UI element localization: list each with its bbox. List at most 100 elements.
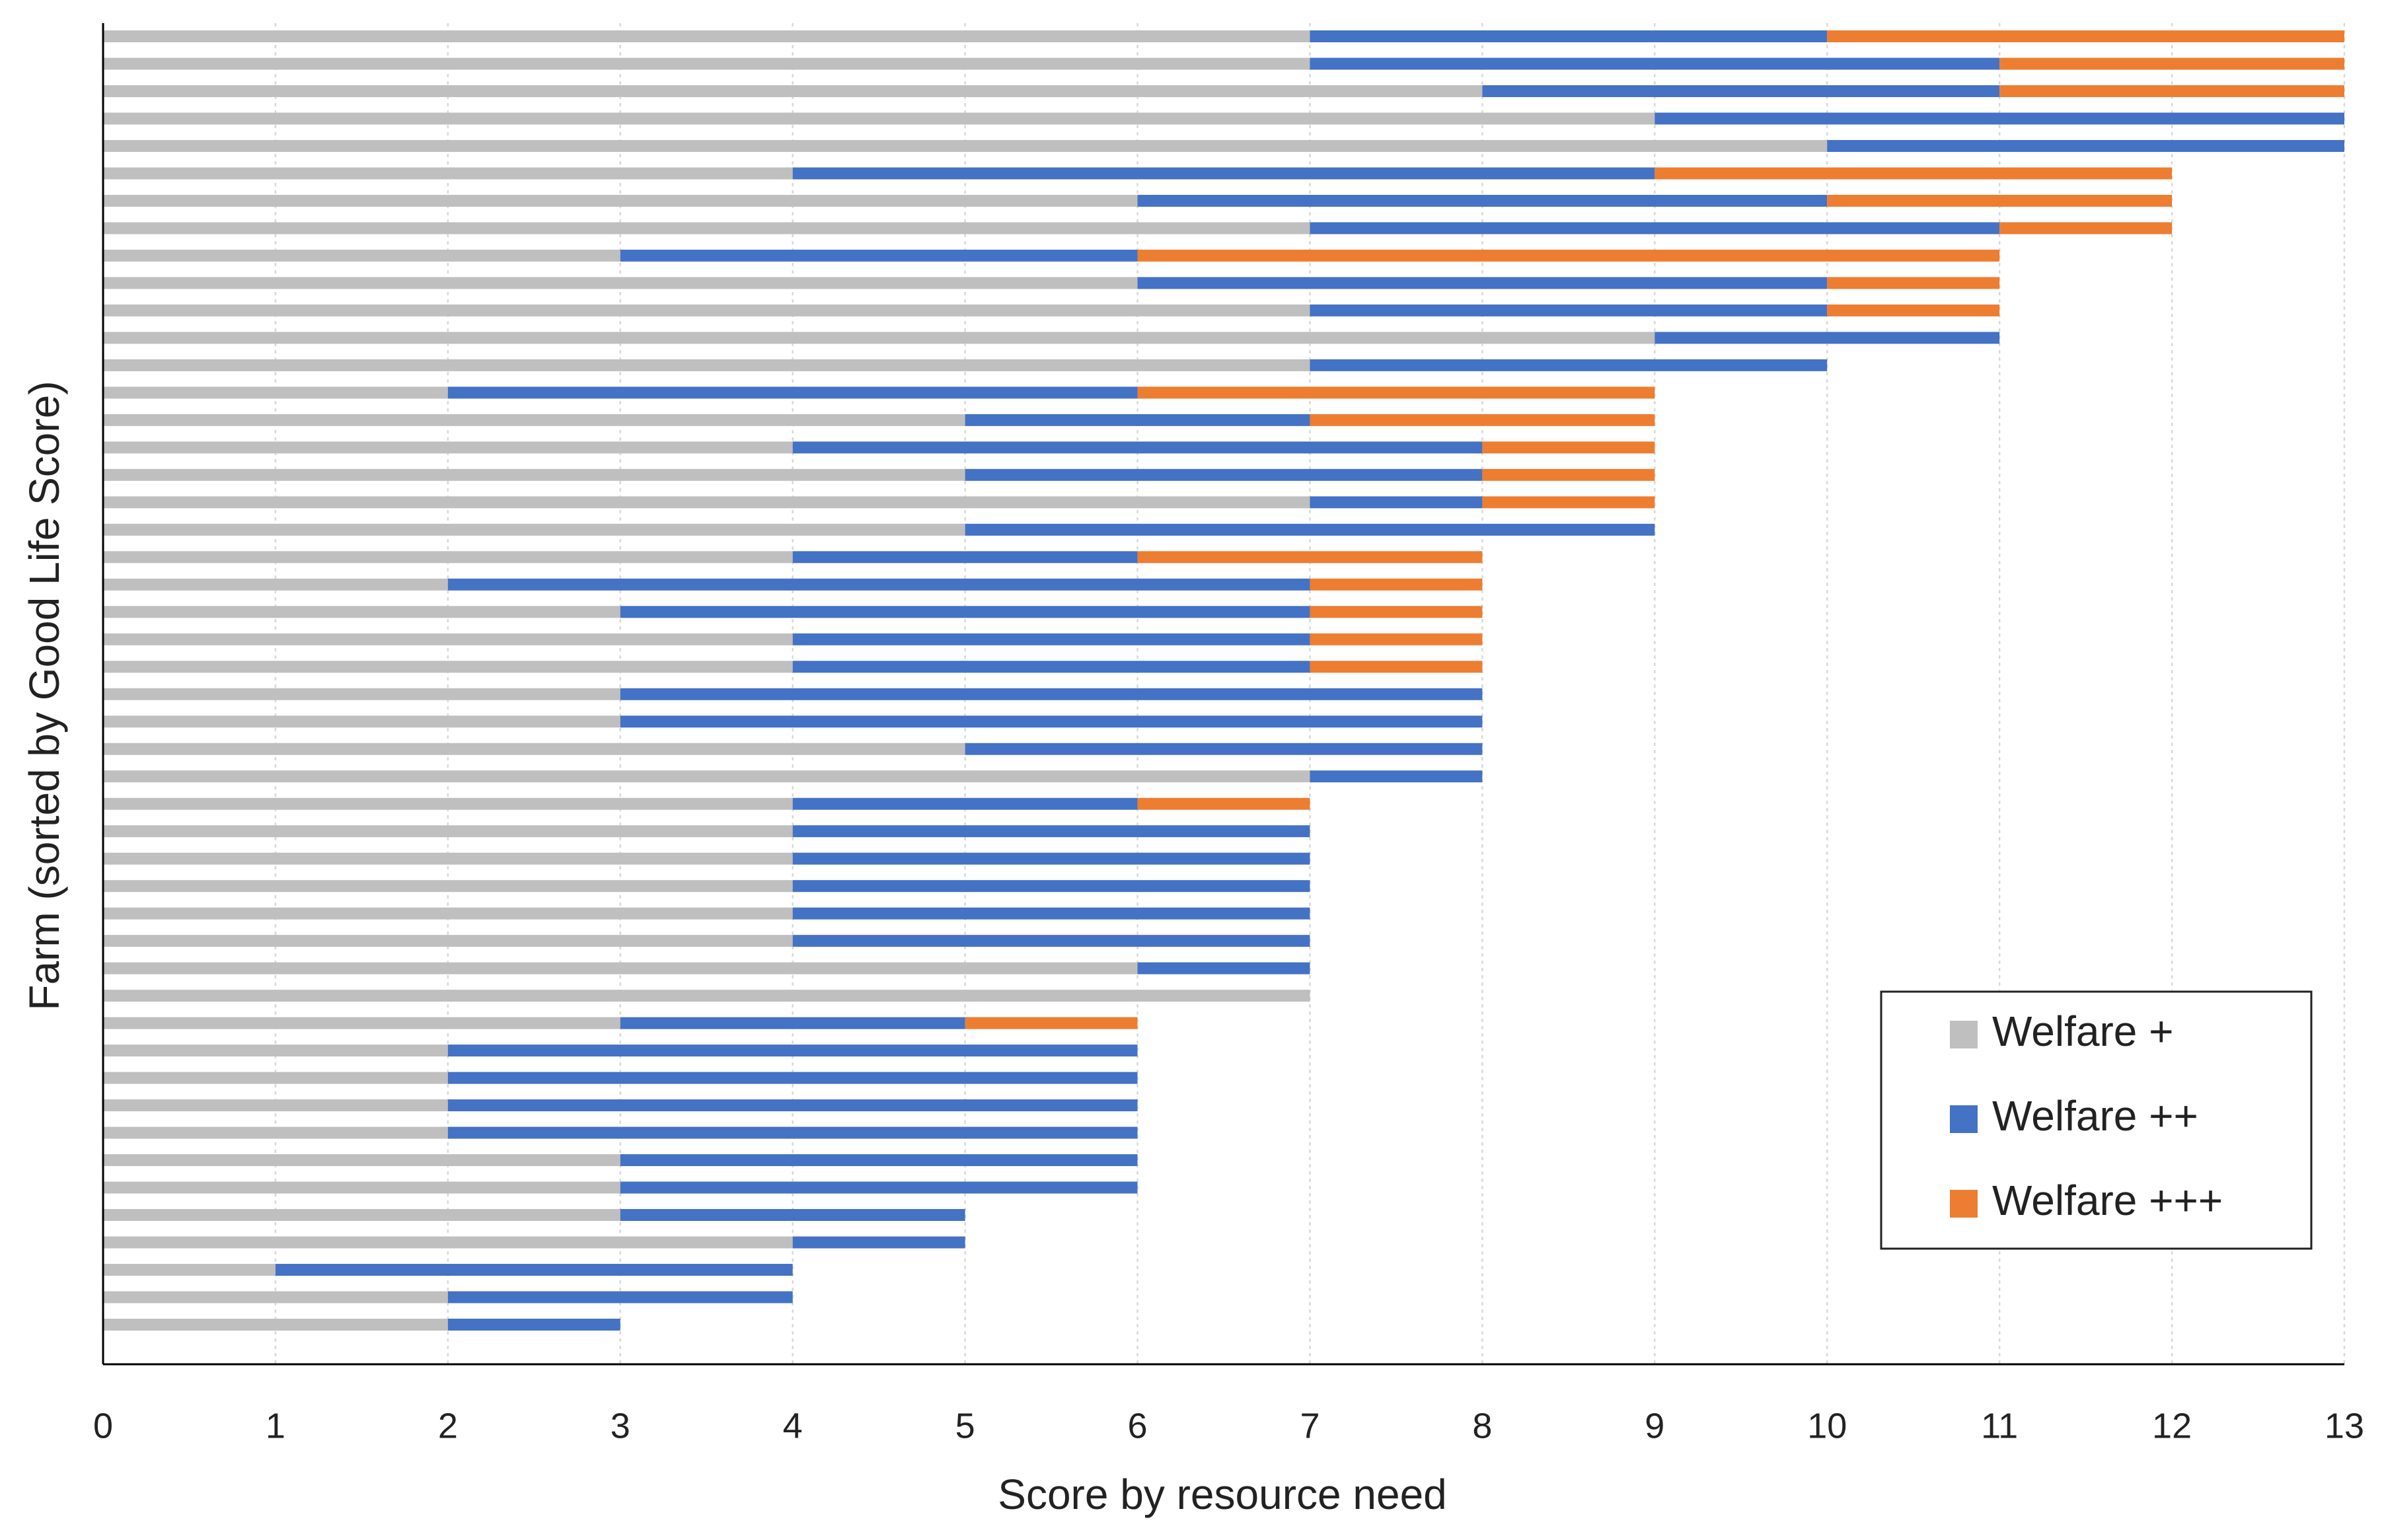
bar-segment xyxy=(1310,414,1655,426)
bar-segment xyxy=(103,1154,620,1167)
bar-segment xyxy=(103,1099,448,1112)
x-tick-label: 5 xyxy=(955,1406,975,1446)
bar-segment xyxy=(1310,304,1828,316)
bar-segment xyxy=(1827,194,2173,207)
bar-segment xyxy=(620,606,1310,618)
bar-segment xyxy=(1310,57,2000,70)
bar-segment xyxy=(103,743,965,755)
x-tick-label: 4 xyxy=(783,1406,803,1446)
bar-segment xyxy=(103,661,793,673)
x-tick-label: 2 xyxy=(438,1406,458,1446)
bar-segment xyxy=(103,194,1138,207)
bar-segment xyxy=(1310,633,1483,645)
bar-segment xyxy=(1310,661,1483,673)
bar-segment xyxy=(103,715,620,728)
x-tick-label: 10 xyxy=(1807,1406,1847,1446)
bar-segment xyxy=(103,962,1138,974)
bar-segment xyxy=(103,30,1310,42)
bar-segment xyxy=(103,57,1310,70)
bar-segment xyxy=(447,1126,1138,1139)
bar-segment xyxy=(1310,496,1483,509)
bar-segment xyxy=(1137,277,1828,289)
bar-segment xyxy=(103,852,793,865)
legend-label: Welfare +++ xyxy=(1992,1177,2223,1224)
bar-segment xyxy=(620,715,1483,728)
bar-segment xyxy=(1999,222,2173,235)
bar-segment xyxy=(792,551,1138,564)
bar-segment xyxy=(103,578,448,591)
bar-segment xyxy=(965,1017,1138,1029)
bar-segment xyxy=(1482,85,2000,97)
bar-segment xyxy=(447,386,1138,399)
bar-segment xyxy=(103,1072,448,1084)
bar-segment xyxy=(103,990,1310,1002)
bar-segment xyxy=(1655,112,2344,125)
bar-segment xyxy=(1999,85,2344,97)
bar-segment xyxy=(103,606,620,618)
x-tick-label: 6 xyxy=(1128,1406,1148,1446)
bar-segment xyxy=(103,222,1310,235)
bar-segment xyxy=(792,907,1310,920)
bar-segment xyxy=(103,167,793,180)
bar-segment xyxy=(447,1319,620,1331)
x-tick-label: 11 xyxy=(1981,1406,2018,1446)
legend-swatch xyxy=(1950,1105,1978,1133)
legend-swatch xyxy=(1950,1190,1978,1218)
bar-segment xyxy=(620,1209,965,1222)
bar-segment xyxy=(103,633,793,645)
bar-segment xyxy=(1482,468,1655,481)
bar-segment xyxy=(447,1291,793,1303)
bar-segment xyxy=(103,249,620,262)
bar-segment xyxy=(792,633,1310,645)
bar-segment xyxy=(1999,57,2344,70)
bar-segment xyxy=(103,1209,620,1222)
bar-segment xyxy=(792,1236,965,1249)
bar-segment xyxy=(1137,551,1483,564)
bar-segment xyxy=(620,1181,1138,1194)
bar-segment xyxy=(1655,167,2173,180)
bar-segment xyxy=(1827,30,2344,42)
bar-segment xyxy=(103,1236,793,1249)
bar-segment xyxy=(103,496,1310,509)
bar-segment xyxy=(620,1017,965,1029)
bar-segment xyxy=(103,825,793,838)
bar-segment xyxy=(792,825,1310,838)
bar-segment xyxy=(1310,770,1483,783)
bar-segment xyxy=(103,112,1655,125)
bar-segment xyxy=(792,935,1310,947)
bar-segment xyxy=(620,1154,1138,1167)
bar-segment xyxy=(447,1099,1138,1112)
x-tick-label: 3 xyxy=(611,1406,630,1446)
bar-segment xyxy=(965,414,1310,426)
bar-segment xyxy=(1655,332,2000,344)
bar-segment xyxy=(792,661,1310,673)
bar-segment xyxy=(103,304,1310,316)
bar-segment xyxy=(1827,304,2000,316)
bar-segment xyxy=(103,907,793,920)
legend-label: Welfare + xyxy=(1992,1008,2174,1055)
bar-segment xyxy=(103,386,448,399)
bar-segment xyxy=(1482,496,1655,509)
bar-segment xyxy=(103,332,1655,344)
bar-segment xyxy=(1310,606,1483,618)
bar-segment xyxy=(1310,578,1483,591)
bar-segment xyxy=(1482,441,1655,454)
bar-segment xyxy=(103,935,793,947)
x-axis-label: Score by resource need xyxy=(998,1471,1447,1518)
bar-segment xyxy=(620,688,1483,700)
bar-segment xyxy=(792,441,1483,454)
x-tick-label: 13 xyxy=(2325,1406,2364,1446)
bar-segment xyxy=(103,139,1828,152)
bar-segment xyxy=(103,468,965,481)
bar-segment xyxy=(1137,962,1310,974)
bar-segment xyxy=(1137,386,1655,399)
bar-segment xyxy=(103,1181,620,1194)
bar-segment xyxy=(1310,222,2000,235)
bar-segment xyxy=(103,688,620,700)
bar-segment xyxy=(965,468,1483,481)
x-tick-label: 9 xyxy=(1645,1406,1664,1446)
x-tick-label: 8 xyxy=(1472,1406,1492,1446)
bar-segment xyxy=(103,1126,448,1139)
bar-segment xyxy=(103,797,793,810)
